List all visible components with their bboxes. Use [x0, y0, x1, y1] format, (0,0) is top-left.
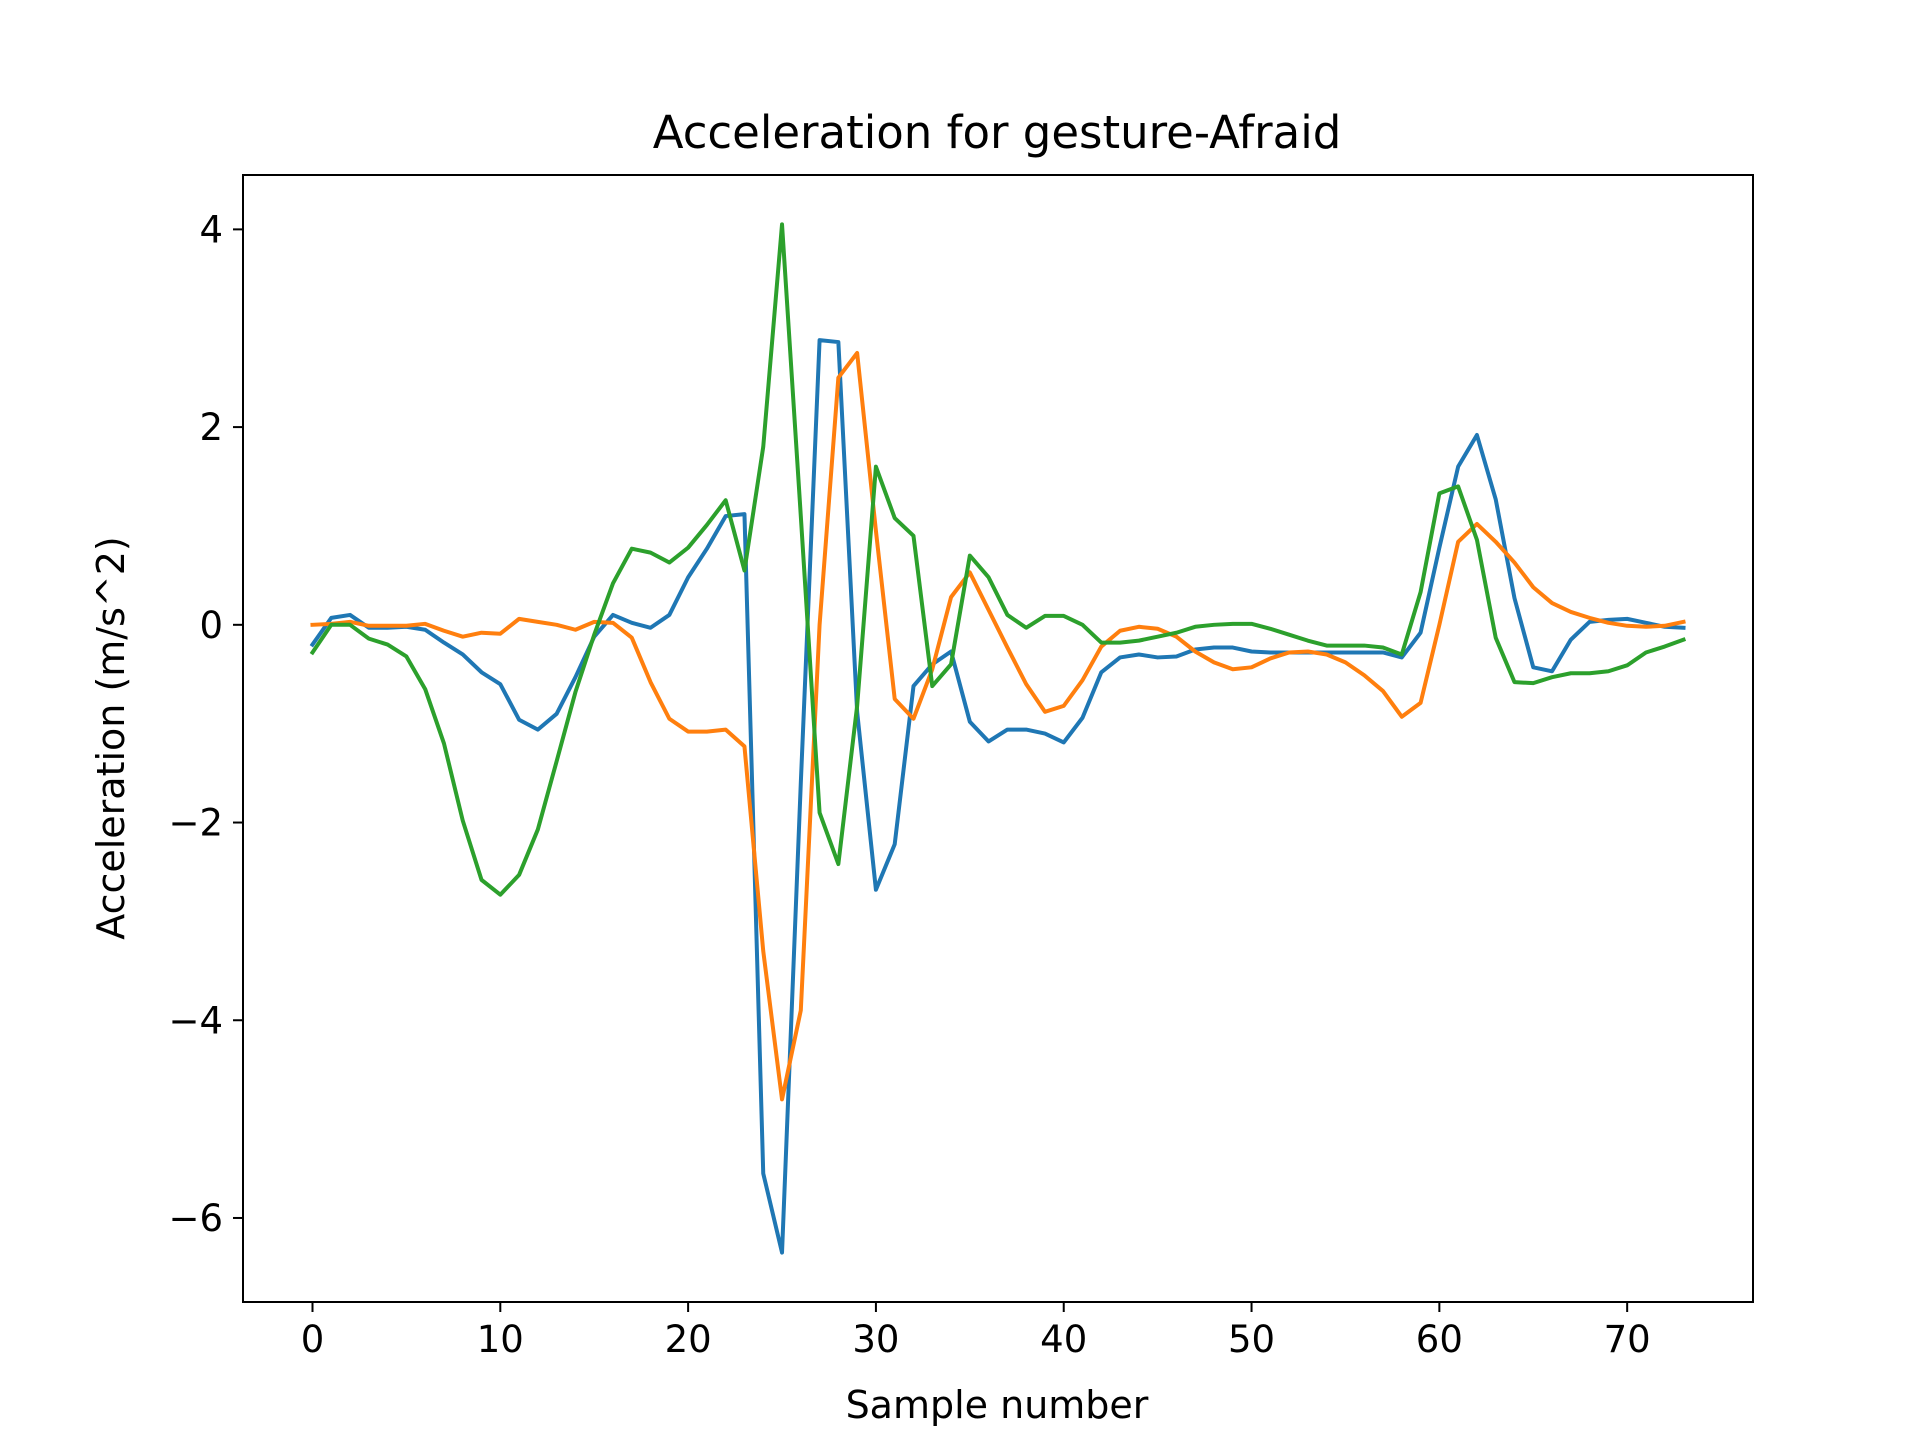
series-line-2: [310, 350, 1686, 1102]
y-tick-label: 0: [199, 604, 223, 647]
x-tick-label: 30: [852, 1318, 899, 1361]
x-axis: 0 10 20 30 40 50 60 70: [301, 1302, 1651, 1361]
y-tick-label: −2: [168, 802, 223, 845]
y-axis: −6 −4 −2 0 2 4: [168, 208, 243, 1240]
y-tick-label: −4: [168, 999, 223, 1042]
y-axis-label: Acceleration (m/s^2): [89, 536, 133, 940]
plot-frame: [242, 174, 1754, 1303]
x-tick-label: 50: [1228, 1318, 1275, 1361]
x-tick-label: 20: [665, 1318, 712, 1361]
y-tick-label: 2: [199, 406, 223, 449]
x-tick-label: 70: [1604, 1318, 1651, 1361]
x-axis-label: Sample number: [846, 1383, 1149, 1427]
y-tick-label: 4: [199, 208, 223, 251]
y-tick-label: −6: [168, 1197, 223, 1240]
series-lines: [309, 222, 1687, 1255]
series-line-3: [309, 222, 1687, 897]
x-tick-label: 60: [1416, 1318, 1463, 1361]
x-tick-label: 10: [477, 1318, 524, 1361]
x-tick-label: 40: [1040, 1318, 1087, 1361]
x-tick-label: 0: [301, 1318, 325, 1361]
chart-title: Acceleration for gesture-Afraid: [653, 106, 1342, 159]
series-line-1: [309, 338, 1686, 1255]
